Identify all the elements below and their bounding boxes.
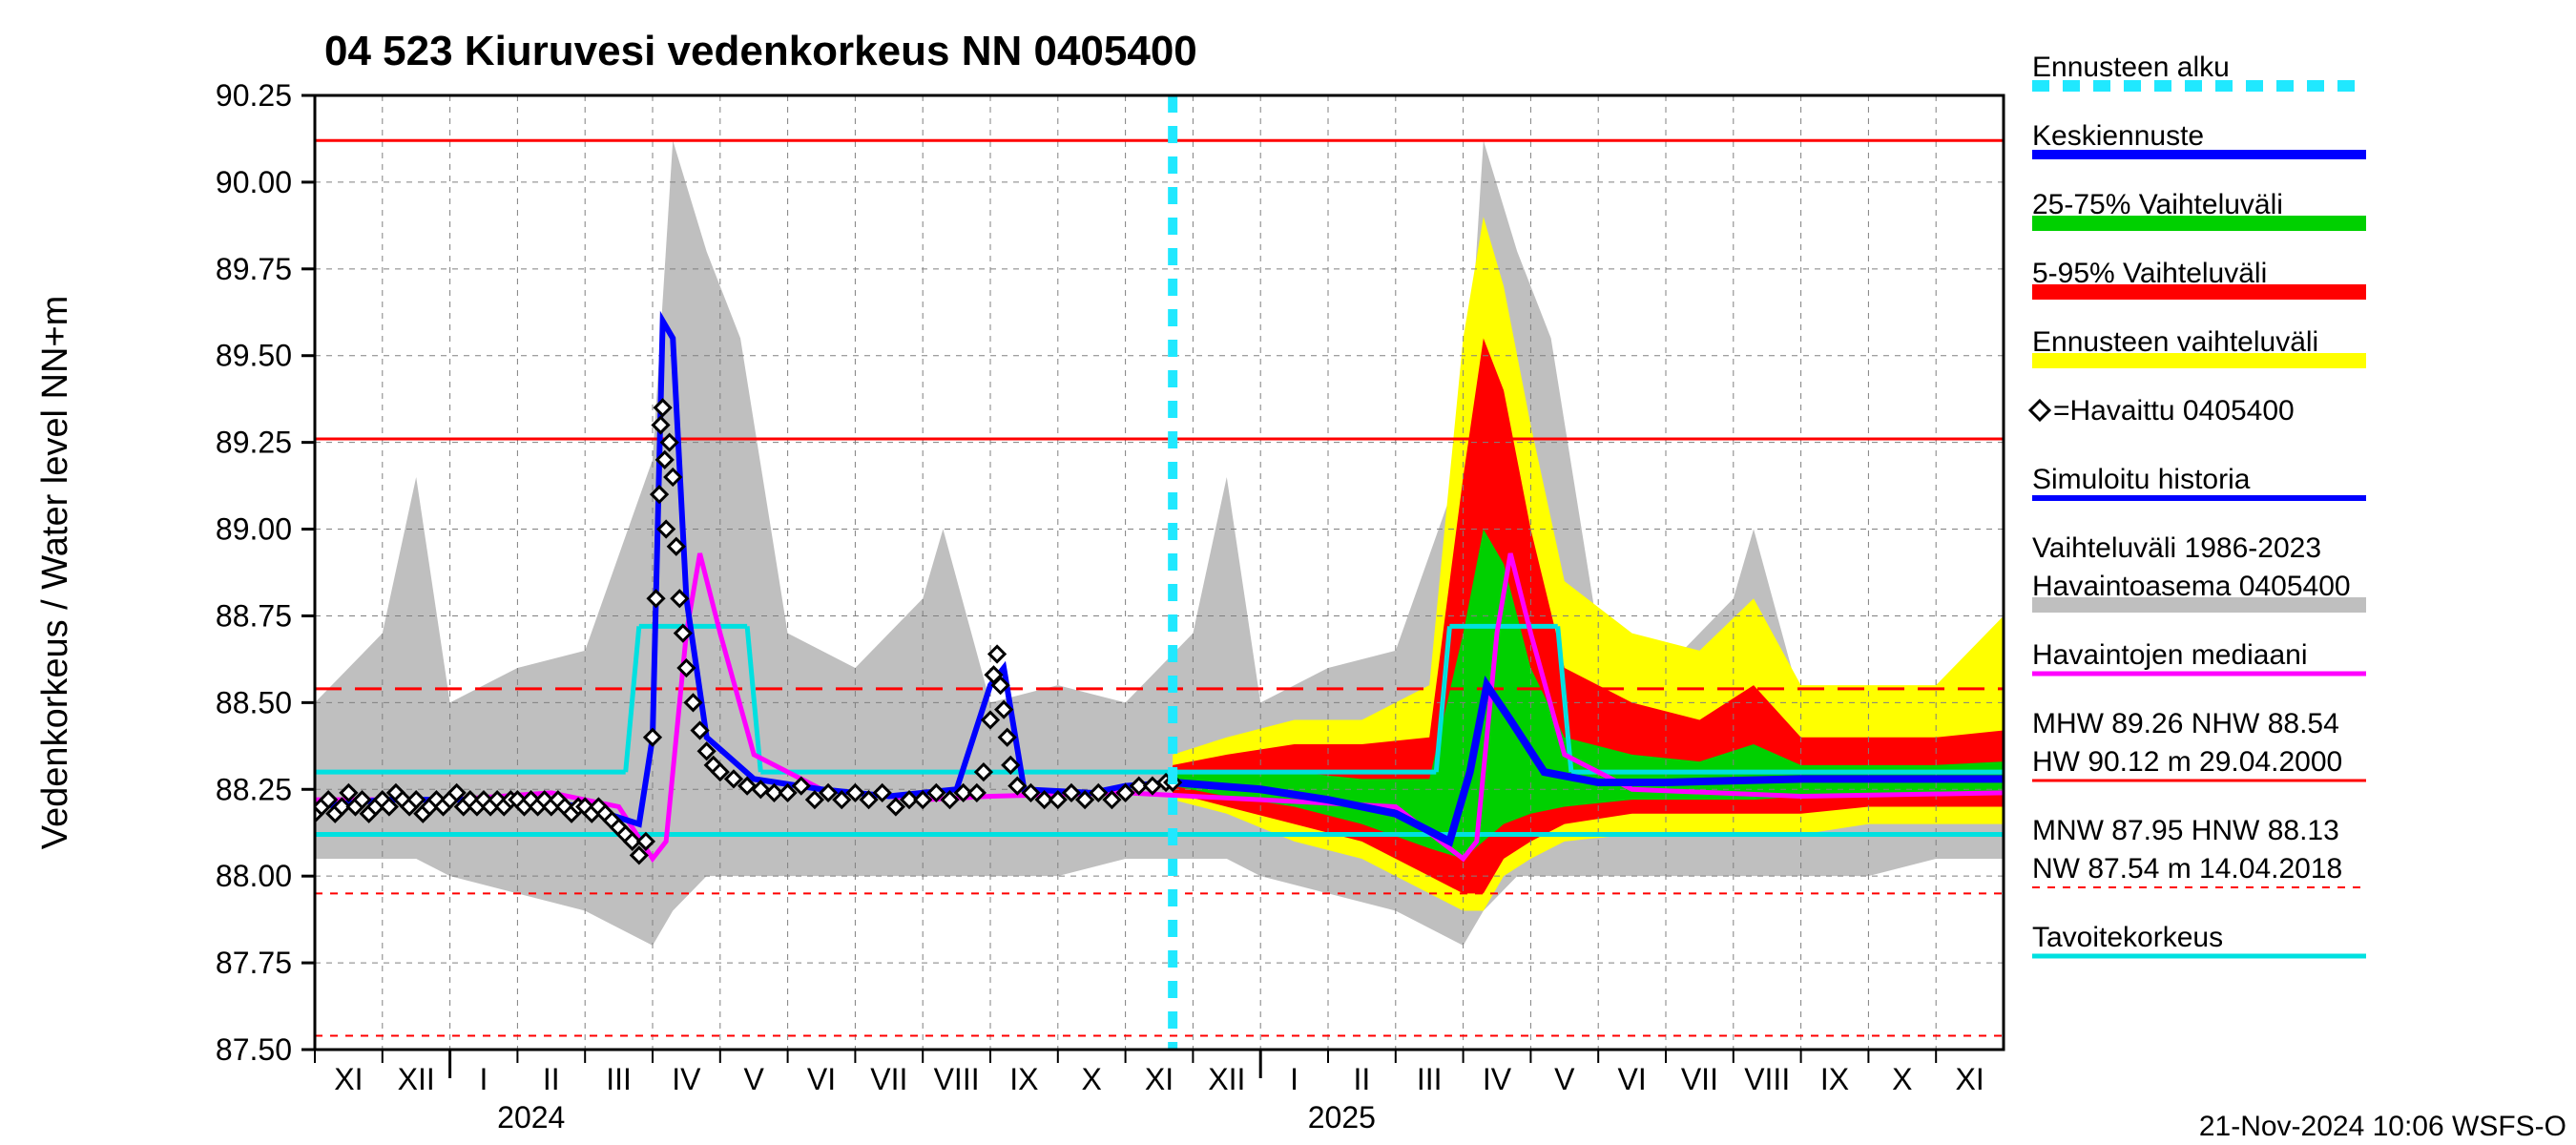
ytick-label: 89.25 — [216, 426, 292, 460]
month-label: IV — [672, 1062, 701, 1096]
month-label: III — [606, 1062, 632, 1096]
month-label: VII — [1681, 1062, 1718, 1096]
month-label: X — [1082, 1062, 1102, 1096]
month-label: IX — [1820, 1062, 1849, 1096]
legend-label: MHW 89.26 NHW 88.54 — [2032, 708, 2339, 739]
month-label: V — [744, 1062, 765, 1096]
month-label: I — [480, 1062, 488, 1096]
legend-label: Havaintojen mediaani — [2032, 639, 2308, 671]
month-label: II — [543, 1062, 560, 1096]
month-label: III — [1417, 1062, 1443, 1096]
legend-label: Ennusteen alku — [2032, 52, 2230, 83]
ytick-label: 88.75 — [216, 598, 292, 633]
month-label: IV — [1483, 1062, 1512, 1096]
ytick-label: 88.25 — [216, 772, 292, 806]
ytick-label: 88.50 — [216, 685, 292, 719]
ytick-label: 87.50 — [216, 1032, 292, 1067]
timestamp-label: 21-Nov-2024 10:06 WSFS-O — [2199, 1111, 2566, 1142]
ytick-label: 90.00 — [216, 165, 292, 199]
month-label: VIII — [1744, 1062, 1790, 1096]
water-level-chart: 87.50 87.75 88.00 88.25 88.50 88.75 89.00 89.25… — [0, 0, 2576, 1145]
month-label: V — [1554, 1062, 1575, 1096]
y-axis-label: Vedenkorkeus / Water level NN+m — [35, 296, 75, 849]
year-label: 2025 — [1308, 1100, 1376, 1135]
month-label: XII — [1208, 1062, 1245, 1096]
month-label: VII — [870, 1062, 907, 1096]
month-label: XI — [1145, 1062, 1174, 1096]
legend-label: Tavoitekorkeus — [2032, 922, 2223, 953]
month-label: VI — [807, 1062, 836, 1096]
ytick-label: 89.75 — [216, 252, 292, 286]
legend-label: NW 87.54 m 14.04.2018 — [2032, 853, 2342, 885]
ytick-label: 89.50 — [216, 339, 292, 373]
legend-label: Keskiennuste — [2032, 120, 2204, 152]
ytick-label: 87.75 — [216, 946, 292, 980]
ytick-label: 89.00 — [216, 512, 292, 547]
month-label: XI — [1955, 1062, 1984, 1096]
ytick-label: 90.25 — [216, 78, 292, 113]
month-label: I — [1290, 1062, 1298, 1096]
month-label: IX — [1009, 1062, 1038, 1096]
legend-label: HW 90.12 m 29.04.2000 — [2032, 746, 2342, 778]
year-label: 2024 — [497, 1100, 565, 1135]
legend-label: =Havaittu 0405400 — [2053, 395, 2295, 427]
month-label: XII — [398, 1062, 435, 1096]
month-label: XI — [334, 1062, 363, 1096]
month-label: VI — [1617, 1062, 1646, 1096]
month-label: VIII — [934, 1062, 980, 1096]
legend-label: Simuloitu historia — [2032, 464, 2251, 495]
month-label: X — [1892, 1062, 1912, 1096]
legend-label: Vaihteluväli 1986-2023 — [2032, 532, 2321, 564]
legend-label: MNW 87.95 HNW 88.13 — [2032, 815, 2339, 846]
ytick-label: 88.00 — [216, 859, 292, 893]
month-label: II — [1354, 1062, 1371, 1096]
chart-title: 04 523 Kiuruvesi vedenkorkeus NN 0405400 — [324, 28, 1197, 74]
